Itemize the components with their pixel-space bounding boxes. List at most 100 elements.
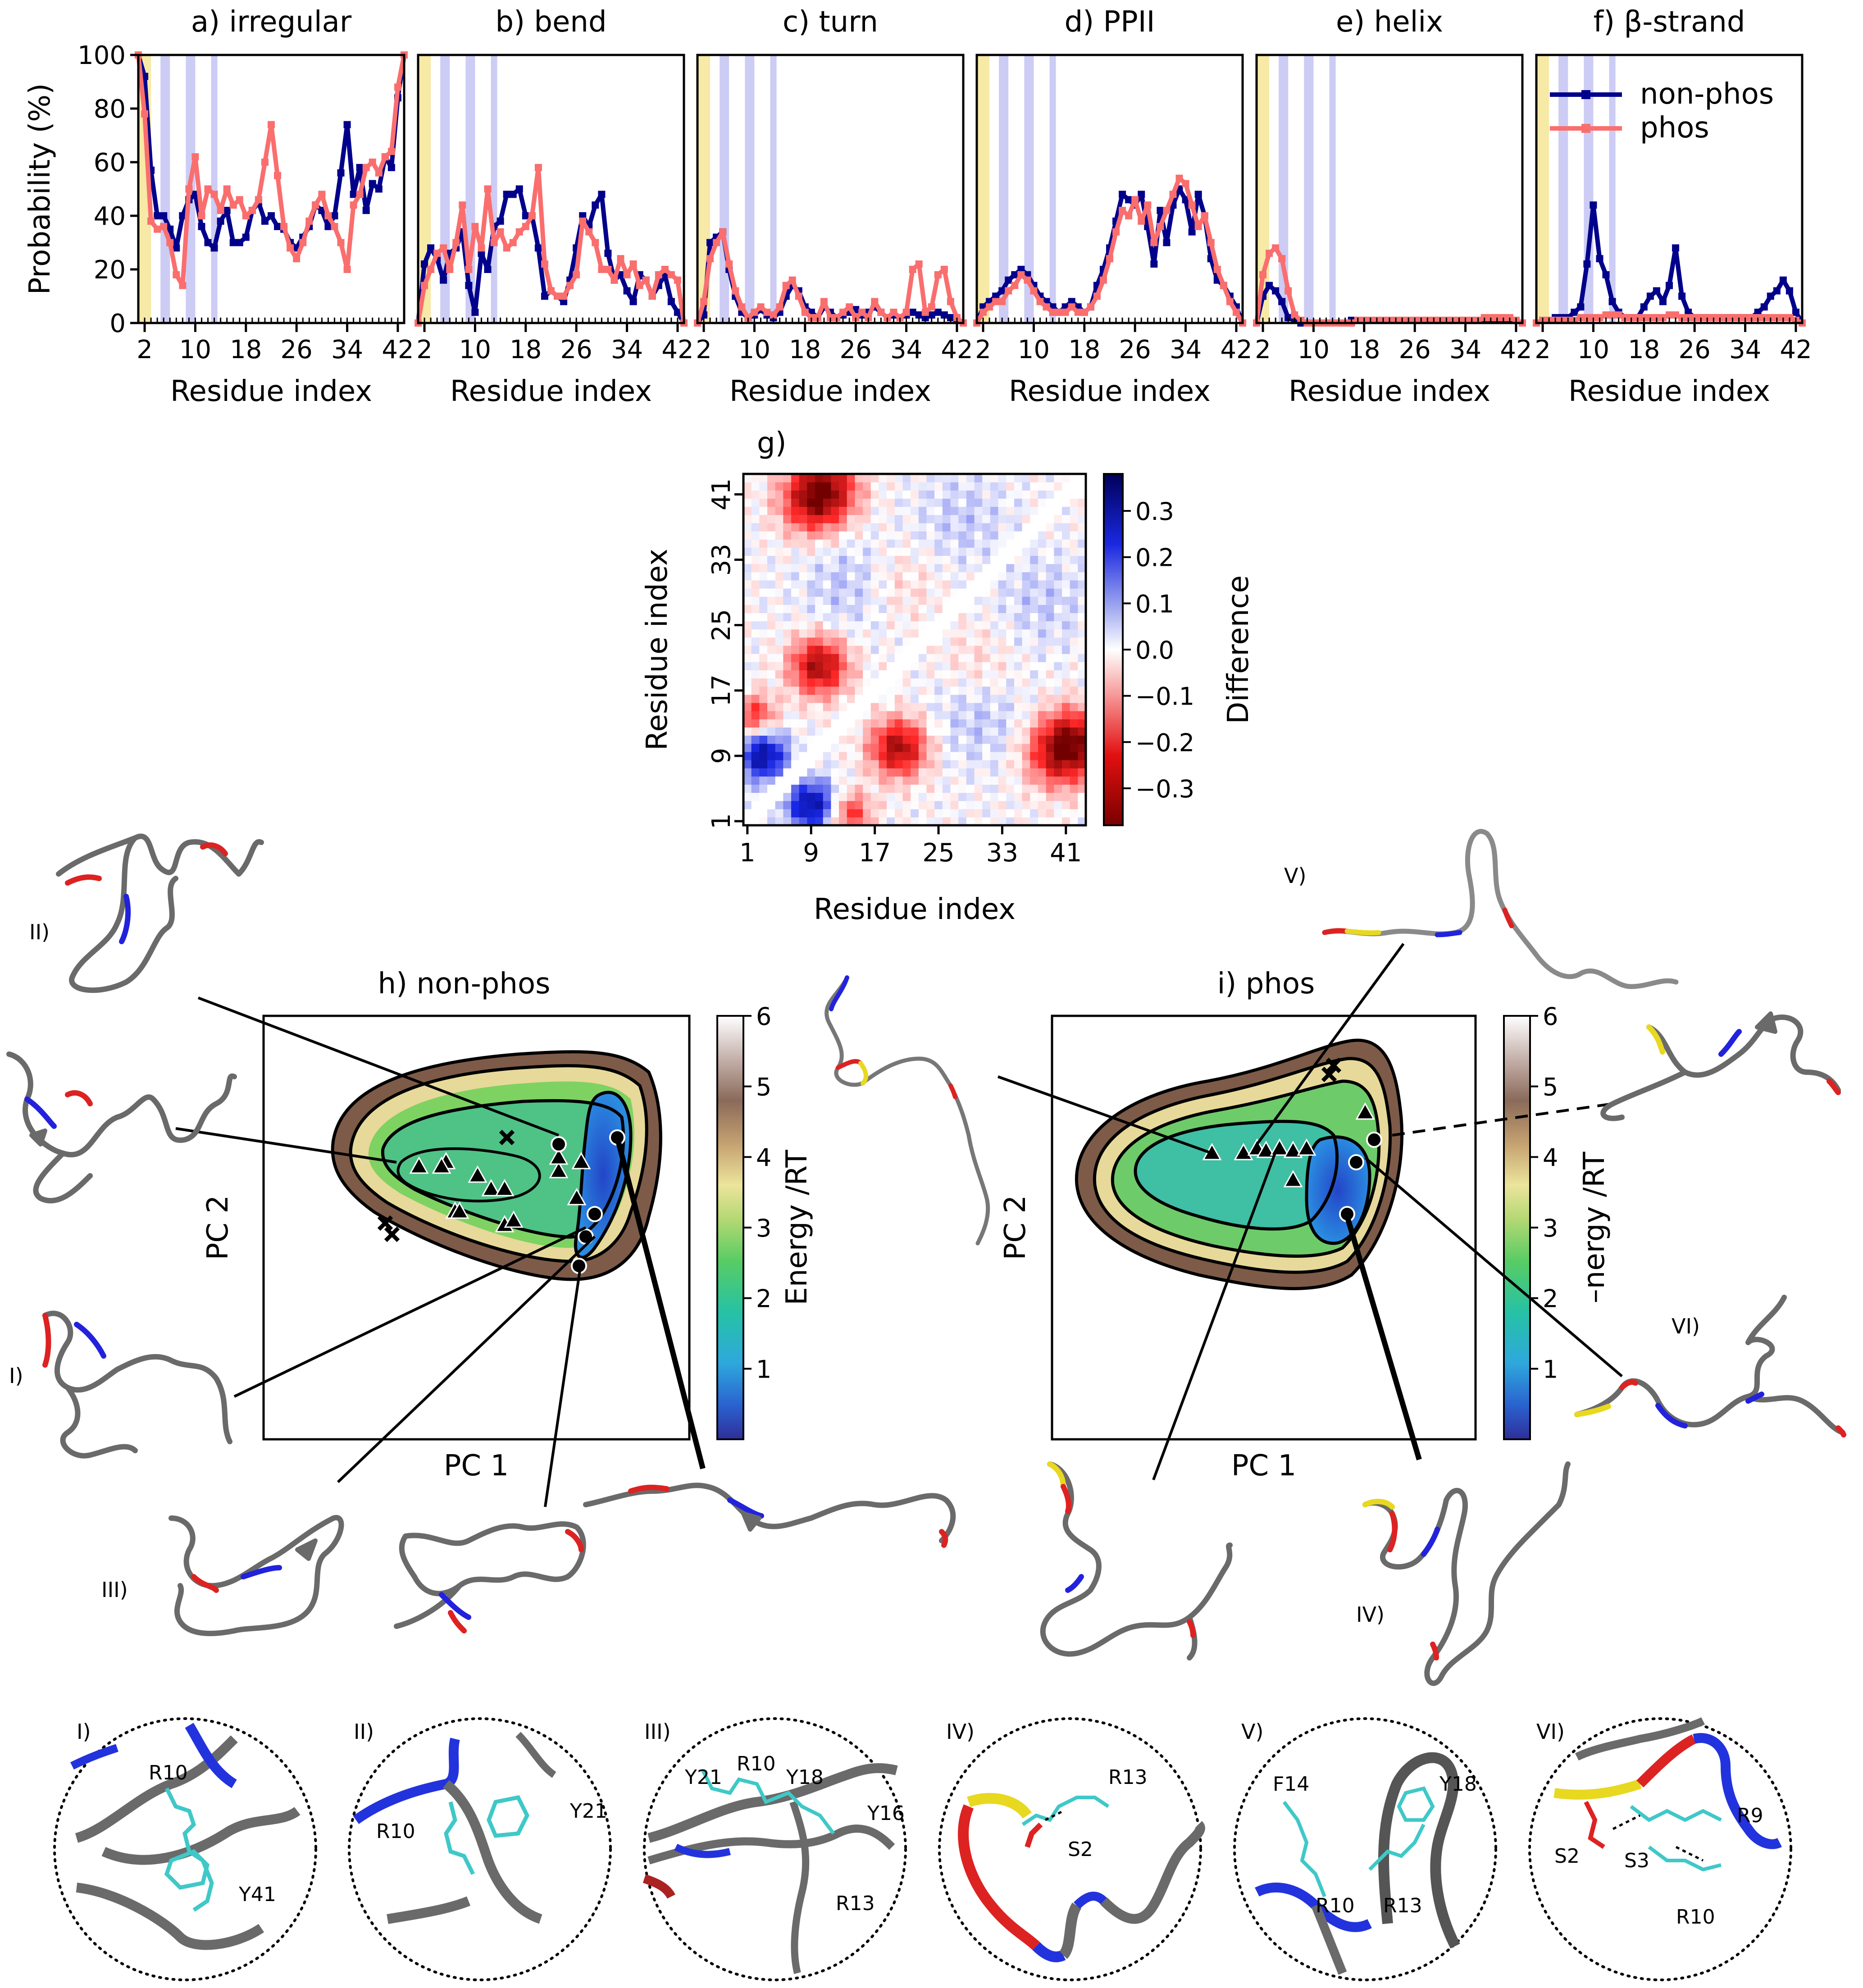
heatmap-cell [926,645,935,654]
heatmap-cell [894,768,903,777]
series-phos-point [1099,276,1107,284]
heatmap-cell [839,498,847,507]
heatmap-cell [807,817,815,826]
heatmap-cell [767,743,776,752]
heatmap-cell [1061,727,1070,736]
heatmap-cell [863,498,871,507]
heatmap-cell [990,792,999,801]
heatmap-cell [839,588,847,597]
heatmap-cell [815,564,824,573]
series-phos-point [387,148,395,155]
series-phos-point [1291,311,1298,319]
heatmap-cell [847,727,856,736]
x-tick-label: 2 [137,335,153,364]
heatmap-cell [870,621,879,630]
heatmap-cell [1054,621,1062,630]
heatmap-cell [887,792,895,801]
heatmap-cell [918,580,927,589]
heatmap-cell [950,727,959,736]
series-non-phos-point [1646,292,1654,300]
energy-colorbar-tick-label: 2 [756,1285,771,1313]
heatmap-cell [847,482,856,491]
heatmap-cell [926,555,935,564]
heatmap-cell [926,719,935,728]
heatmap-cell [887,801,895,810]
heatmap-cell [879,482,887,491]
heatmap-cell [1061,801,1070,810]
heatmap-cell [839,645,847,654]
heatmap-cell [831,498,839,507]
heatmap-cell [1061,498,1070,507]
heatmap-cell [870,547,879,556]
heatmap-cell [934,605,943,613]
heatmap-cell [974,555,983,564]
heatmap-cell [1006,801,1015,810]
heatmap-cell [1006,719,1015,728]
heatmap-cell [767,514,776,523]
heatmap-cell [1022,547,1030,556]
heatmap-cell [751,694,760,703]
heatmap-cell [1038,474,1047,482]
inset-VI-label: VI) [1536,1720,1565,1744]
heatmap-cell [894,678,903,687]
heatmap-cell [839,711,847,719]
heatmap-cell [879,539,887,548]
inset-VI-res-S2: S2 [1554,1845,1580,1868]
heatmap-cell [1070,735,1078,744]
heatmap-cell [783,580,792,589]
heatmap-cell [950,751,959,760]
heatmap-cell [894,605,903,613]
triangle-marker [409,1156,429,1174]
heatmap-cell [870,751,879,760]
heatmap-x-tick-label: 17 [859,838,891,868]
heatmap-cell [791,760,800,769]
heatmap-cell [1061,531,1070,540]
heatmap-cell [1046,760,1054,769]
heatmap-cell [1022,711,1030,719]
heatmap-cell [1070,523,1078,532]
x-tick-label: 26 [560,335,592,364]
heatmap-cell [855,564,863,573]
heatmap-cell [870,490,879,499]
heatmap-cell [759,678,768,687]
inset-I-res-R10: R10 [149,1761,188,1784]
heatmap-cell [815,474,824,482]
heatmap-cell [998,555,1007,564]
heatmap-cell [934,572,943,581]
series-non-phos-point [598,191,606,198]
x-tick-label: 26 [840,335,872,364]
heatmap-cell [1038,760,1047,769]
panel-h-frame [262,1014,691,1441]
heatmap-cell [807,629,815,638]
heatmap-cell [879,506,887,515]
heatmap-cell [1070,514,1078,523]
heatmap-cell [1014,702,1023,711]
heatmap-cell [839,474,847,482]
circle-marker [1348,1154,1364,1170]
heatmap-cell [958,580,967,589]
heatmap-cell [807,645,815,654]
heatmap-cell [1046,506,1054,515]
heatmap-cell [1006,768,1015,777]
heatmap-cell [966,539,975,548]
series-phos-point [229,201,237,209]
heatmap-cell [1070,506,1078,515]
heatmap-cell [751,637,760,646]
heatmap-cell [934,629,943,638]
heatmap-cell [1006,670,1015,679]
heatmap-cell [759,751,768,760]
heatmap-cell [998,662,1007,670]
heatmap-cell [870,613,879,622]
heatmap-cell [918,809,927,818]
series-phos-point [629,260,637,268]
heatmap-cell [911,605,919,613]
heatmap-cell [1061,768,1070,777]
heatmap-cell [783,654,792,662]
heatmap-cell [879,547,887,556]
heatmap-cell [1078,760,1086,769]
heatmap-cell [926,694,935,703]
heatmap-cell [1054,678,1062,687]
heatmap-cell [759,776,768,785]
